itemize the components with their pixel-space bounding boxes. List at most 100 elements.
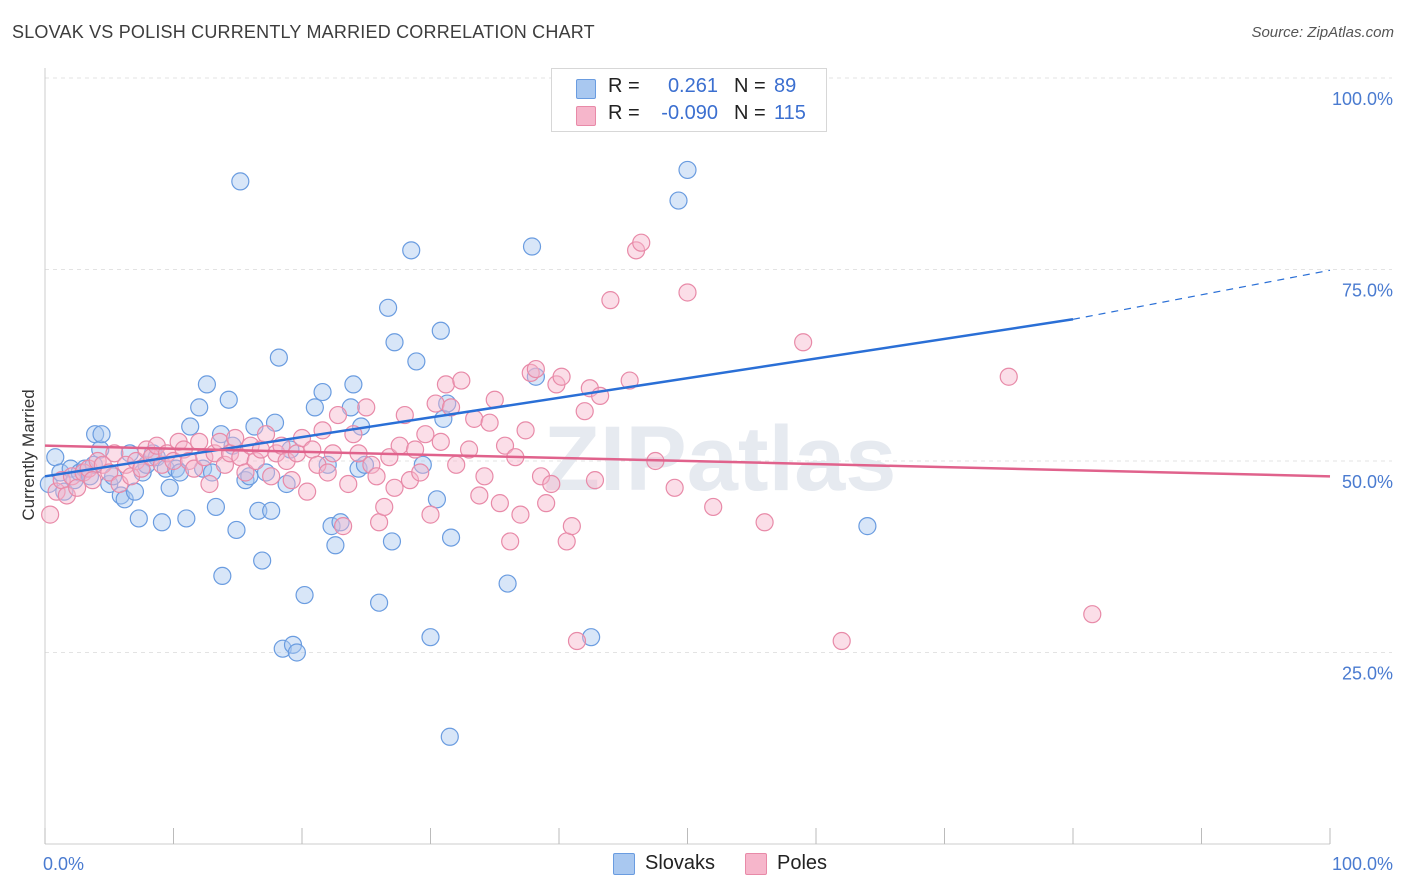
- slovaks-point: [313, 382, 332, 402]
- poles-point: [832, 631, 851, 651]
- poles-point: [665, 478, 684, 497]
- slovaks-point: [318, 455, 337, 474]
- tick-labels: 25.0% 50.0% 75.0% 100.0% 0.0% 100.0%: [43, 89, 1393, 874]
- slovaks-point: [295, 585, 314, 605]
- slovaks-swatch: [576, 79, 596, 99]
- slovaks-point: [378, 298, 398, 317]
- slovaks-point: [427, 490, 447, 509]
- slovaks-point: [190, 398, 209, 417]
- poles-point: [334, 517, 353, 536]
- poles-point: [362, 455, 381, 474]
- slovaks-point: [326, 536, 345, 555]
- poles-point: [200, 474, 219, 494]
- poles-point: [367, 467, 386, 486]
- chart-title: SLOVAK VS POLISH CURRENTLY MARRIED CORRE…: [12, 22, 595, 42]
- slovaks-point: [219, 390, 238, 409]
- poles-point: [339, 474, 358, 494]
- legend-row-poles: R = -0.090 N = 115: [552, 102, 826, 128]
- poles-point: [105, 444, 124, 463]
- poles-point: [303, 440, 322, 459]
- slovaks-point: [385, 333, 404, 352]
- legend-n-value: 89: [774, 75, 797, 97]
- poles-point: [495, 436, 515, 455]
- poles-point: [395, 405, 414, 425]
- legend-r-label: R =: [608, 75, 640, 97]
- poles-point: [447, 455, 466, 474]
- trend-lines: [44, 269, 1331, 478]
- y-tick-label: 25.0%: [1342, 664, 1393, 684]
- slovaks-point: [227, 520, 246, 540]
- slovaks-point: [197, 375, 217, 394]
- poles-point: [567, 631, 587, 651]
- poles-point: [236, 463, 255, 482]
- slovaks-point: [177, 509, 196, 528]
- y-axis-label: Currently Married: [19, 389, 38, 520]
- poles-point: [256, 425, 276, 444]
- poles-legend-label: Poles: [777, 852, 828, 874]
- slovaks-point: [125, 482, 145, 501]
- poles-point: [400, 471, 420, 490]
- poles-point: [511, 505, 530, 524]
- poles-point: [431, 432, 450, 451]
- poles-point: [416, 425, 435, 444]
- slovaks-legend-label: Slovaks: [645, 852, 716, 874]
- slovaks-point: [858, 517, 877, 536]
- poles-point: [585, 471, 605, 490]
- poles-point: [755, 513, 774, 532]
- poles-point: [385, 478, 404, 497]
- poles-point: [308, 455, 327, 474]
- poles-point: [375, 497, 394, 517]
- poles-point: [480, 413, 499, 432]
- slovaks-trend-extension: [1072, 269, 1331, 320]
- slovaks-point: [522, 237, 542, 256]
- stats-legend: R = 0.261 N = 89 R = -0.090 N = 115: [551, 68, 827, 132]
- poles-point: [552, 367, 571, 386]
- y-tick-label: 100.0%: [1332, 89, 1393, 109]
- legend-r-label: R =: [608, 102, 640, 124]
- poles-point: [57, 486, 76, 505]
- poles-point: [282, 471, 301, 490]
- poles-point: [411, 463, 430, 482]
- poles-point: [215, 455, 234, 474]
- legend-r-value: -0.090: [661, 102, 718, 124]
- poles-point: [426, 394, 445, 413]
- slovaks-point: [129, 509, 148, 528]
- slovaks-point: [678, 160, 697, 180]
- poles-point: [490, 494, 509, 513]
- source-label: Source: ZipAtlas.com: [1251, 24, 1394, 41]
- slovaks-point: [669, 191, 688, 210]
- slovaks-point: [213, 566, 232, 586]
- poles-point: [328, 405, 348, 425]
- slovaks-point: [262, 501, 281, 520]
- x-tick-label: 0.0%: [43, 854, 84, 874]
- poles-point: [147, 436, 166, 455]
- slovaks-point: [431, 321, 450, 340]
- slovaks-point: [441, 528, 461, 547]
- poles-point: [452, 371, 471, 390]
- poles-point: [537, 494, 556, 513]
- legend-r-value: 0.261: [667, 75, 718, 97]
- poles-point: [47, 482, 66, 501]
- legend-n-value: 115: [774, 102, 806, 124]
- slovaks-point: [407, 352, 426, 371]
- slovaks-point: [92, 425, 111, 444]
- slovaks-point: [206, 497, 226, 517]
- slovaks-point: [253, 551, 272, 570]
- poles-point: [262, 467, 281, 486]
- poles-point: [575, 402, 594, 421]
- slovaks-point: [355, 455, 375, 474]
- poles-swatch: [576, 106, 596, 126]
- slovaks-point: [231, 172, 250, 191]
- grid-lines: [45, 77, 1392, 653]
- slovaks-point: [498, 574, 517, 593]
- slovaks-point: [440, 727, 459, 746]
- poles-point: [620, 371, 639, 390]
- poles-point: [601, 291, 620, 310]
- axes: [44, 68, 1331, 845]
- slovaks-point: [421, 628, 440, 647]
- poles-point: [501, 532, 520, 551]
- poles-point: [557, 532, 576, 551]
- poles-point: [421, 505, 440, 524]
- poles-point: [357, 398, 376, 417]
- poles-point: [999, 367, 1018, 386]
